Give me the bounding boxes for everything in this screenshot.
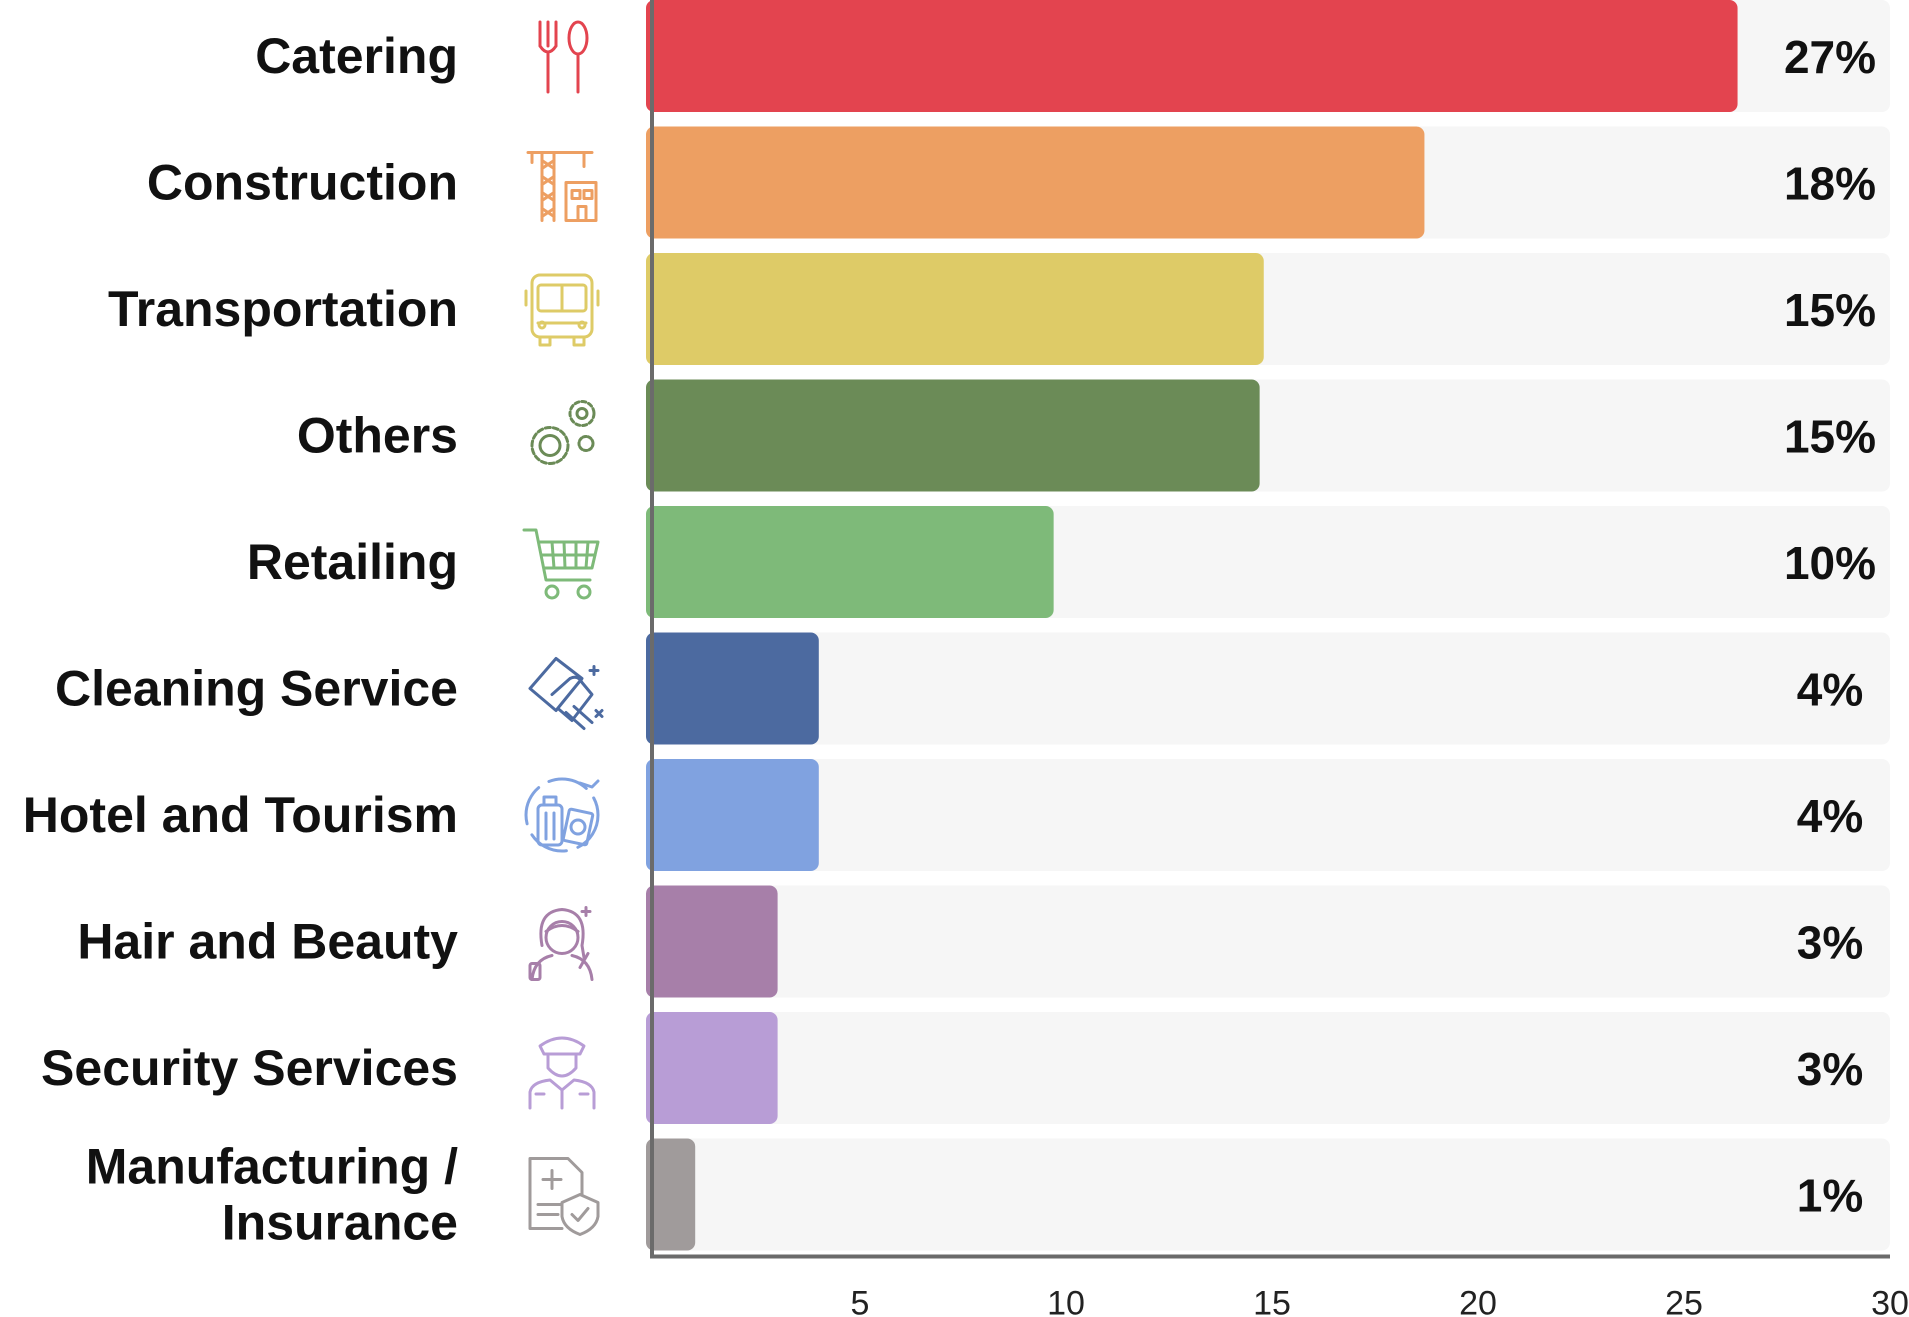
category-label: Catering [255,28,458,84]
crane-building-icon [526,151,598,222]
x-tick-label: 20 [1459,1285,1497,1317]
woman-makeup-icon [528,906,594,981]
value-label: 10% [1784,537,1876,589]
value-label: 18% [1784,158,1876,210]
value-label: 27% [1784,31,1876,83]
luggage-passport-icon [524,777,600,853]
category-label: Manufacturing / Insurance [86,1139,458,1251]
bar [646,506,1054,618]
security-guard-icon [528,1036,596,1110]
category-label: Security Services [41,1040,458,1096]
value-label: 1% [1797,1170,1863,1222]
value-label: 15% [1784,284,1876,336]
category-label: Transportation [108,281,458,337]
x-tick-label: 15 [1253,1285,1291,1317]
bus-icon [524,273,600,347]
bar [646,632,819,745]
bar [646,1012,778,1124]
x-tick-label: 10 [1047,1285,1085,1317]
bar [646,885,778,998]
category-label: Retailing [247,534,458,590]
value-label: 4% [1797,790,1863,842]
bar [646,759,819,871]
bar-track [654,759,1890,871]
gears-icon [530,400,596,465]
shopping-cart-icon [522,528,600,600]
insurance-document-icon [528,1157,600,1236]
category-label: Hair and Beauty [77,914,458,970]
value-label: 3% [1797,1043,1863,1095]
fork-spoon-icon [538,20,589,94]
category-label: Cleaning Service [55,661,458,717]
cleaning-hand-icon [528,657,604,730]
x-tick-label: 5 [851,1285,870,1317]
bar-track [654,1138,1890,1251]
bar [646,0,1738,112]
category-label: Hotel and Tourism [23,787,458,843]
bar [646,1138,696,1251]
value-label: 15% [1784,411,1876,463]
value-label: 3% [1797,917,1863,969]
bar-track [654,1012,1890,1124]
value-label: 4% [1797,664,1863,716]
bar [646,253,1264,365]
bar-track [654,885,1890,998]
bar-track [654,632,1890,745]
x-tick-label: 25 [1665,1285,1703,1317]
x-tick-label: 30 [1871,1285,1909,1317]
bar [646,126,1425,239]
bar [646,379,1260,492]
category-label: Construction [147,155,458,211]
category-label: Others [297,408,458,464]
